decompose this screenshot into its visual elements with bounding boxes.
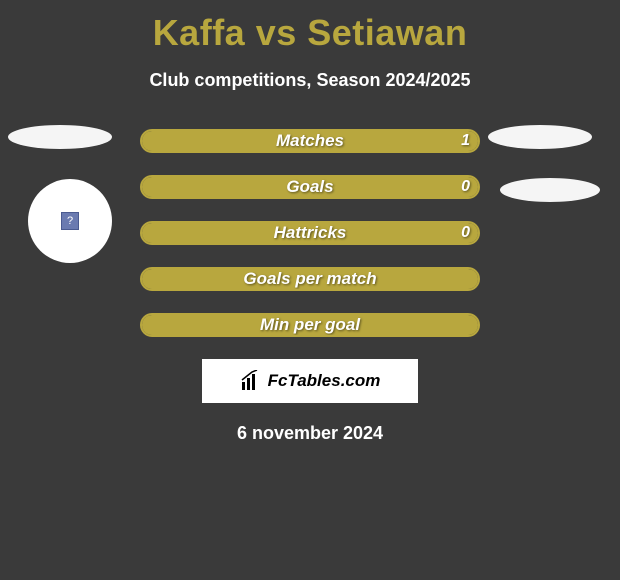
stat-label: Min per goal	[142, 315, 478, 335]
player-avatar: ?	[28, 179, 112, 263]
stat-row: Goals per match	[140, 267, 480, 291]
stat-row: 1Matches	[140, 129, 480, 153]
stat-label: Hattricks	[142, 223, 478, 243]
brand-text: FcTables.com	[268, 371, 381, 391]
decorative-ellipse	[8, 125, 112, 149]
brand-chart-icon	[240, 370, 262, 392]
page-subtitle: Club competitions, Season 2024/2025	[0, 70, 620, 91]
page-title: Kaffa vs Setiawan	[0, 0, 620, 54]
date-label: 6 november 2024	[0, 423, 620, 444]
decorative-ellipse	[500, 178, 600, 202]
stat-row: 0Goals	[140, 175, 480, 199]
stat-row: Min per goal	[140, 313, 480, 337]
decorative-ellipse	[488, 125, 592, 149]
stat-label: Matches	[142, 131, 478, 151]
stat-row: 0Hattricks	[140, 221, 480, 245]
stat-label: Goals	[142, 177, 478, 197]
avatar-placeholder-icon: ?	[61, 212, 79, 230]
brand-badge: FcTables.com	[202, 359, 418, 403]
stat-label: Goals per match	[142, 269, 478, 289]
